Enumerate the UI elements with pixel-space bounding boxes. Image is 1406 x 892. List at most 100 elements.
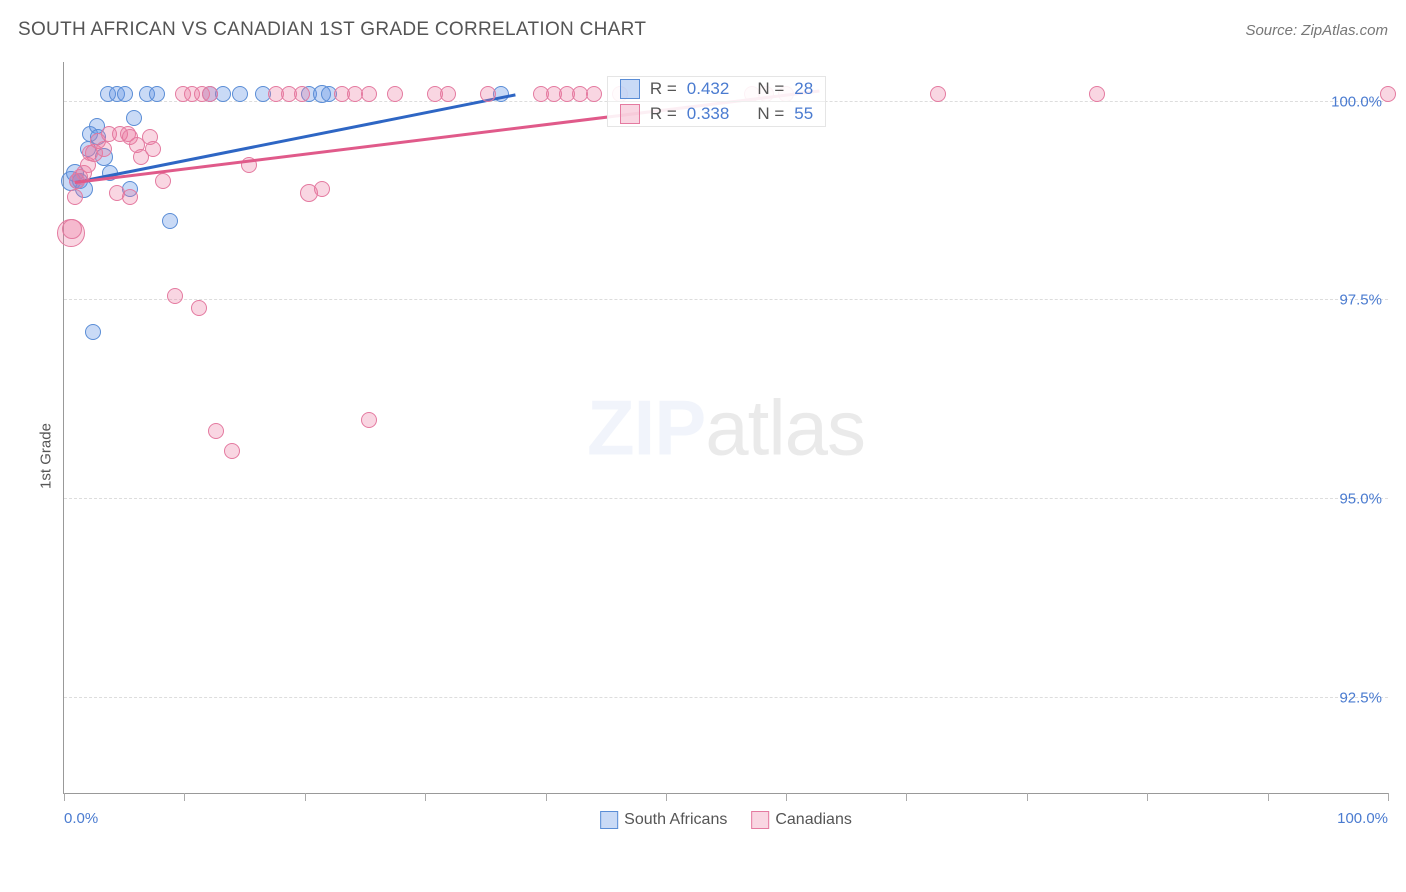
scatter-point xyxy=(294,86,310,102)
scatter-point xyxy=(1089,86,1105,102)
x-tick xyxy=(546,793,547,801)
x-tick-label-max: 100.0% xyxy=(1337,810,1388,827)
legend-stats-row: R = 0.432 N = 28 xyxy=(608,77,825,102)
scatter-point xyxy=(1380,86,1396,102)
scatter-point xyxy=(80,141,96,157)
scatter-point xyxy=(122,181,138,197)
scatter-point xyxy=(109,185,125,201)
scatter-point xyxy=(126,110,142,126)
scatter-point xyxy=(155,173,171,189)
gridline xyxy=(64,299,1388,300)
scatter-point xyxy=(361,412,377,428)
x-tick xyxy=(786,793,787,801)
scatter-point xyxy=(255,86,271,102)
scatter-point xyxy=(586,86,602,102)
legend-swatch xyxy=(751,811,769,829)
scatter-point xyxy=(184,86,200,102)
scatter-point xyxy=(361,86,377,102)
scatter-point xyxy=(85,144,103,162)
scatter-point xyxy=(387,86,403,102)
legend-r-label: R = xyxy=(650,79,677,99)
scatter-point xyxy=(347,86,363,102)
legend-series: South Africans Canadians xyxy=(600,811,852,829)
scatter-point xyxy=(301,86,317,102)
scatter-point xyxy=(117,86,133,102)
x-tick xyxy=(666,793,667,801)
scatter-point xyxy=(82,145,98,161)
legend-series-item: South Africans xyxy=(600,811,727,829)
scatter-point xyxy=(57,219,85,247)
legend-swatch xyxy=(620,79,640,99)
scatter-point xyxy=(122,129,138,145)
chart-title: SOUTH AFRICAN VS CANADIAN 1ST GRADE CORR… xyxy=(18,19,646,41)
legend-series-item: Canadians xyxy=(751,811,852,829)
x-tick xyxy=(305,793,306,801)
y-axis-label: 1st Grade xyxy=(37,423,54,489)
x-tick xyxy=(1027,793,1028,801)
legend-series-name: South Africans xyxy=(624,811,727,829)
scatter-point xyxy=(95,148,113,166)
scatter-point xyxy=(62,219,82,239)
scatter-point xyxy=(440,86,456,102)
scatter-point xyxy=(300,184,318,202)
legend-series-name: Canadians xyxy=(775,811,852,829)
watermark-light: atlas xyxy=(705,383,865,471)
legend-r-label: R = xyxy=(650,104,677,124)
scatter-point xyxy=(334,86,350,102)
regression-line xyxy=(74,94,514,184)
scatter-point xyxy=(232,86,248,102)
scatter-point xyxy=(533,86,549,102)
watermark: ZIPatlas xyxy=(587,382,865,473)
scatter-point xyxy=(112,126,128,142)
scatter-point xyxy=(572,86,588,102)
scatter-point xyxy=(427,86,443,102)
scatter-point xyxy=(145,141,161,157)
scatter-point xyxy=(215,86,231,102)
x-tick xyxy=(906,793,907,801)
plot-area: ZIPatlas 92.5%95.0%97.5%100.0%0.0%100.0%… xyxy=(63,62,1388,794)
scatter-point xyxy=(109,86,125,102)
gridline xyxy=(64,498,1388,499)
x-tick xyxy=(64,793,65,801)
legend-n-label: N = xyxy=(757,79,784,99)
legend-n-value: 28 xyxy=(794,79,813,99)
scatter-point xyxy=(191,300,207,316)
scatter-point xyxy=(80,157,96,173)
scatter-point xyxy=(559,86,575,102)
scatter-point xyxy=(202,86,218,102)
gridline xyxy=(64,697,1388,698)
legend-r-value: 0.338 xyxy=(687,104,730,124)
chart-container: 1st Grade ZIPatlas 92.5%95.0%97.5%100.0%… xyxy=(18,50,1388,862)
scatter-point xyxy=(129,137,145,153)
scatter-point xyxy=(546,86,562,102)
scatter-point xyxy=(100,86,116,102)
scatter-point xyxy=(133,149,149,165)
y-tick-label: 95.0% xyxy=(1339,491,1382,508)
legend-r-value: 0.432 xyxy=(687,79,730,99)
legend-n-label: N = xyxy=(757,104,784,124)
scatter-point xyxy=(202,86,218,102)
scatter-point xyxy=(101,126,117,142)
legend-n-value: 55 xyxy=(794,104,813,124)
y-tick-label: 97.5% xyxy=(1339,292,1382,309)
scatter-point xyxy=(89,118,105,134)
scatter-point xyxy=(90,133,106,149)
scatter-point xyxy=(208,423,224,439)
scatter-point xyxy=(314,181,330,197)
scatter-point xyxy=(268,86,284,102)
x-tick xyxy=(184,793,185,801)
legend-stats-row: R = 0.338 N = 55 xyxy=(608,102,825,126)
x-tick xyxy=(1268,793,1269,801)
scatter-point xyxy=(224,443,240,459)
scatter-point xyxy=(175,86,191,102)
x-tick xyxy=(1147,793,1148,801)
source-label: Source: ZipAtlas.com xyxy=(1245,22,1388,39)
y-tick-label: 100.0% xyxy=(1331,93,1382,110)
scatter-point xyxy=(90,129,106,145)
scatter-point xyxy=(321,86,337,102)
x-tick xyxy=(1388,793,1389,801)
legend-stats: R = 0.432 N = 28 R = 0.338 N = 55 xyxy=(607,76,826,127)
scatter-point xyxy=(139,86,155,102)
scatter-point xyxy=(162,213,178,229)
x-tick xyxy=(425,793,426,801)
